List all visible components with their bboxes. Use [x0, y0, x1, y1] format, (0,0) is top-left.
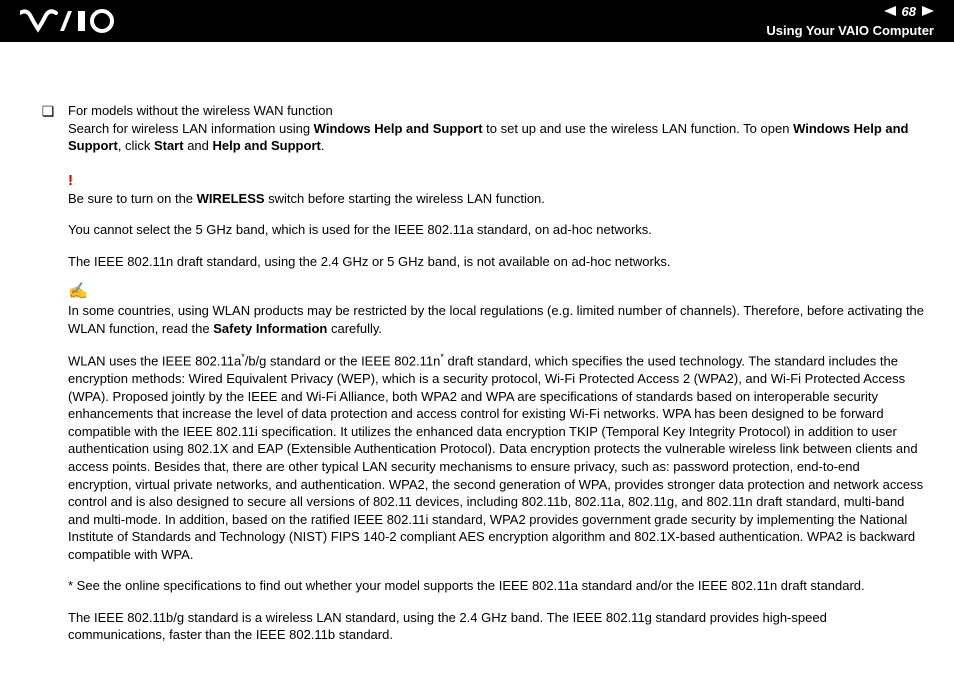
text: . [321, 138, 325, 153]
prev-page-arrow[interactable] [884, 3, 896, 21]
text-bold: Safety Information [213, 321, 327, 336]
text: Be sure to turn on the [68, 191, 197, 206]
next-page-arrow[interactable] [922, 3, 934, 21]
text-bold: Help and Support [213, 138, 321, 153]
warning-icon: ! [68, 173, 926, 188]
section-title: Using Your VAIO Computer [766, 22, 934, 40]
indented-content: ! Be sure to turn on the WIRELESS switch… [68, 173, 926, 644]
text-bold: Start [154, 138, 184, 153]
page-content: ❏ For models without the wireless WAN fu… [0, 42, 954, 678]
page-number: 68 [902, 3, 916, 21]
text: /b/g standard or the IEEE 802.11n [245, 354, 441, 369]
text: carefully. [327, 321, 382, 336]
text: Search for wireless LAN information usin… [68, 121, 314, 136]
text: , click [118, 138, 154, 153]
paragraph: The IEEE 802.11n draft standard, using t… [68, 253, 926, 271]
paragraph: You cannot select the 5 GHz band, which … [68, 221, 926, 239]
text: to set up and use the wireless LAN funct… [483, 121, 794, 136]
header-right: 68 Using Your VAIO Computer [766, 3, 934, 39]
bullet-icon: ❏ [28, 102, 68, 122]
footnote: * See the online specifications to find … [68, 577, 926, 595]
vaio-logo [20, 0, 130, 42]
text-bold: Windows Help and Support [314, 121, 483, 136]
text: draft standard, which specifies the used… [68, 354, 923, 562]
paragraph: WLAN uses the IEEE 802.11a*/b/g standard… [68, 351, 926, 563]
text: switch before starting the wireless LAN … [265, 191, 545, 206]
text-bold: WIRELESS [197, 191, 265, 206]
text: and [184, 138, 213, 153]
bullet-item: ❏ For models without the wireless WAN fu… [28, 102, 926, 155]
bullet-title: For models without the wireless WAN func… [68, 103, 333, 118]
page-header: 68 Using Your VAIO Computer [0, 0, 954, 42]
bullet-text: For models without the wireless WAN func… [68, 102, 926, 155]
page-nav: 68 [884, 3, 934, 21]
warning-block: ! Be sure to turn on the WIRELESS switch… [68, 173, 926, 208]
text: In some countries, using WLAN products m… [68, 303, 924, 336]
paragraph: The IEEE 802.11b/g standard is a wireles… [68, 609, 926, 644]
note-block: ✍ In some countries, using WLAN products… [68, 284, 926, 337]
text: WLAN uses the IEEE 802.11a [68, 354, 241, 369]
note-icon: ✍ [68, 284, 926, 300]
